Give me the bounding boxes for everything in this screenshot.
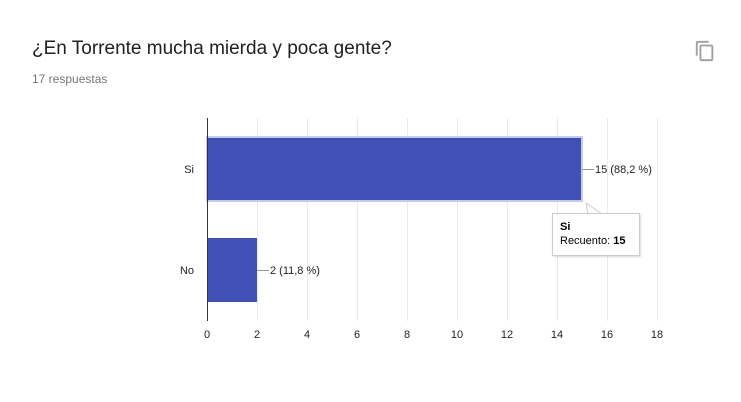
category-label: Si xyxy=(184,164,194,176)
copy-icon xyxy=(695,40,714,62)
x-tick-label: 10 xyxy=(451,329,463,341)
data-label: 15 (88,2 %) xyxy=(595,164,652,176)
bar-si xyxy=(206,136,583,202)
category-label: No xyxy=(180,265,194,277)
x-tick-label: 16 xyxy=(601,329,613,341)
data-label: 2 (11,8 %) xyxy=(270,265,320,277)
x-tick-label: 6 xyxy=(354,329,360,341)
x-tick-label: 8 xyxy=(404,329,410,341)
x-tick-label: 2 xyxy=(254,329,260,341)
chart-tooltip: Si Recuento: 15 xyxy=(552,213,640,256)
tooltip-count-label: Recuento: xyxy=(560,235,611,247)
bar-no xyxy=(207,238,257,302)
x-tick-label: 0 xyxy=(204,329,210,341)
x-tick-label: 4 xyxy=(304,329,310,341)
copy-button[interactable] xyxy=(694,40,716,62)
x-tick-label: 14 xyxy=(551,329,563,341)
tooltip-category: Si xyxy=(560,221,571,233)
x-tick-label: 18 xyxy=(651,329,663,341)
response-count: 17 respuestas xyxy=(32,72,108,86)
tooltip-count-row: Recuento: 15 xyxy=(560,234,632,248)
x-tick-label: 12 xyxy=(501,329,513,341)
tooltip-count-value: 15 xyxy=(613,235,626,247)
question-title: ¿En Torrente mucha mierda y poca gente? xyxy=(32,38,392,59)
